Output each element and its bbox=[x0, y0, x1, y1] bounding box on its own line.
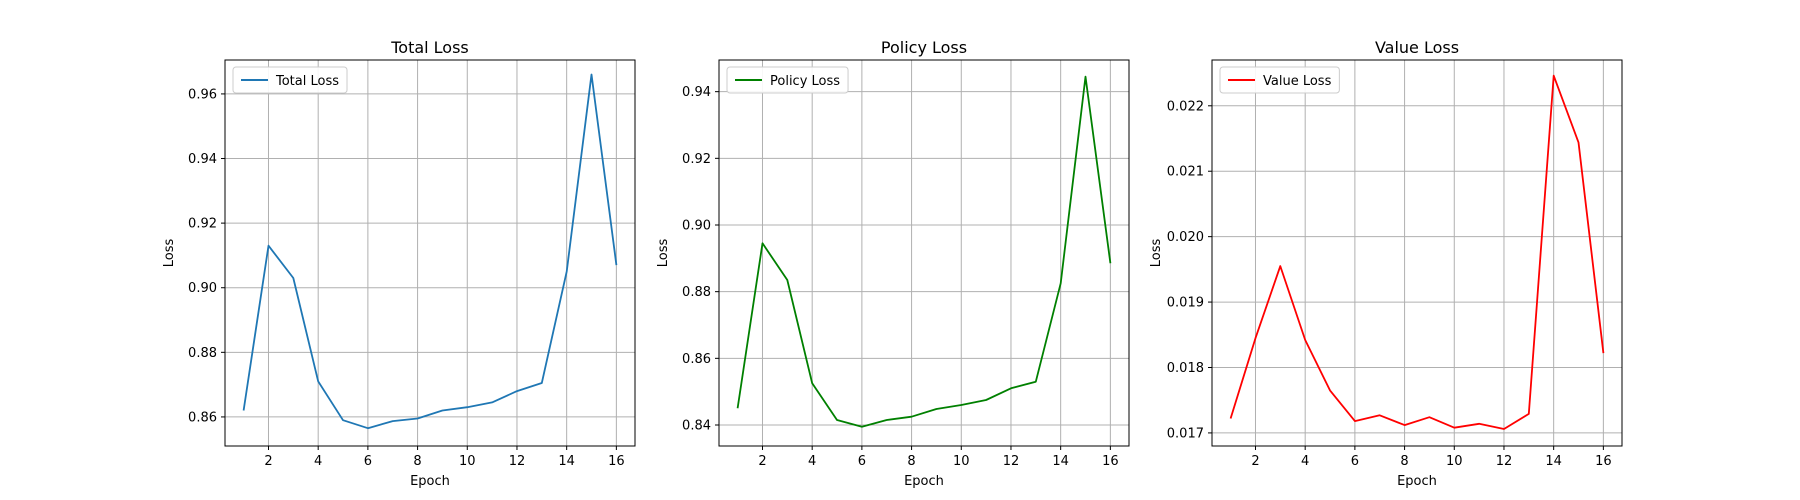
y-tick-label: 0.88 bbox=[188, 346, 217, 361]
y-tick-label: 0.018 bbox=[1167, 361, 1204, 376]
y-tick-label: 0.94 bbox=[682, 85, 711, 100]
y-tick-label: 0.88 bbox=[682, 285, 711, 300]
x-tick-label: 10 bbox=[459, 454, 476, 469]
x-tick-label: 14 bbox=[558, 454, 575, 469]
y-tick-label: 0.90 bbox=[188, 281, 217, 296]
y-axis-label: Loss bbox=[162, 239, 177, 268]
chart-title: Total Loss bbox=[390, 38, 469, 57]
x-tick-label: 4 bbox=[808, 454, 816, 469]
x-tick-label: 8 bbox=[907, 454, 915, 469]
x-tick-label: 6 bbox=[858, 454, 866, 469]
chart-title: Value Loss bbox=[1375, 38, 1459, 57]
x-tick-label: 6 bbox=[364, 454, 372, 469]
x-tick-label: 14 bbox=[1052, 454, 1069, 469]
y-tick-label: 0.92 bbox=[188, 217, 217, 232]
y-tick-label: 0.92 bbox=[682, 152, 711, 167]
legend-label: Value Loss bbox=[1263, 74, 1332, 89]
x-tick-label: 12 bbox=[509, 454, 526, 469]
y-tick-label: 0.86 bbox=[682, 352, 711, 367]
legend: Value Loss bbox=[1219, 66, 1340, 94]
legend-box bbox=[1219, 66, 1340, 94]
y-tick-label: 0.96 bbox=[188, 87, 217, 102]
x-tick-label: 6 bbox=[1351, 454, 1359, 469]
x-tick-label: 2 bbox=[1251, 454, 1259, 469]
y-tick-label: 0.017 bbox=[1167, 426, 1204, 441]
x-tick-label: 2 bbox=[758, 454, 766, 469]
y-tick-label: 0.94 bbox=[188, 152, 217, 167]
chart-title: Policy Loss bbox=[881, 38, 967, 57]
chart-panel-0: 2 4 6 8 10 12 14 16 0.86 0.88 0.90 0.92 0.94 0.96 Tota… bbox=[162, 38, 636, 489]
legend-box bbox=[232, 66, 348, 94]
series-line bbox=[1229, 74, 1605, 430]
y-tick-label: 0.86 bbox=[188, 410, 217, 425]
x-tick-label: 4 bbox=[1301, 454, 1309, 469]
y-tick-label: 0.022 bbox=[1167, 99, 1204, 114]
legend-label: Policy Loss bbox=[770, 74, 840, 89]
x-tick-label: 16 bbox=[608, 454, 625, 469]
x-tick-label: 4 bbox=[314, 454, 322, 469]
y-axis-label: Loss bbox=[1149, 239, 1164, 268]
x-tick-label: 14 bbox=[1545, 454, 1562, 469]
x-tick-label: 10 bbox=[1446, 454, 1463, 469]
y-tick-label: 0.020 bbox=[1167, 230, 1204, 245]
chart-panel-1: 2 4 6 8 10 12 14 16 0.84 0.86 0.88 0.90 0.92 0.94 Poli… bbox=[656, 38, 1130, 489]
legend-box bbox=[726, 66, 849, 94]
axes-frame bbox=[1211, 59, 1623, 447]
x-tick-label: 2 bbox=[264, 454, 272, 469]
y-tick-label: 0.021 bbox=[1167, 165, 1204, 180]
x-tick-label: 16 bbox=[1102, 454, 1119, 469]
y-tick-label: 0.90 bbox=[682, 219, 711, 234]
x-tick-label: 10 bbox=[953, 454, 970, 469]
x-tick-label: 12 bbox=[1496, 454, 1513, 469]
y-tick-label: 0.84 bbox=[682, 419, 711, 434]
legend: Total Loss bbox=[232, 66, 348, 94]
x-tick-label: 16 bbox=[1595, 454, 1612, 469]
x-tick-label: 8 bbox=[413, 454, 421, 469]
series-line bbox=[736, 75, 1112, 428]
x-tick-label: 12 bbox=[1003, 454, 1020, 469]
x-tick-label: 8 bbox=[1400, 454, 1408, 469]
y-tick-label: 0.019 bbox=[1167, 296, 1204, 311]
legend: Policy Loss bbox=[726, 66, 849, 94]
x-axis-label: Epoch bbox=[1397, 474, 1437, 489]
legend-label: Total Loss bbox=[275, 74, 339, 89]
y-axis-label: Loss bbox=[656, 239, 671, 268]
axes-frame bbox=[718, 59, 1130, 447]
x-axis-label: Epoch bbox=[904, 474, 944, 489]
x-axis-label: Epoch bbox=[410, 474, 450, 489]
axes-frame bbox=[224, 59, 636, 447]
chart-panel-2: 2 4 6 8 10 12 14 16 0.017 0.018 0.019 0.020 0.021 0.0… bbox=[1149, 38, 1623, 489]
series-line bbox=[242, 73, 618, 430]
